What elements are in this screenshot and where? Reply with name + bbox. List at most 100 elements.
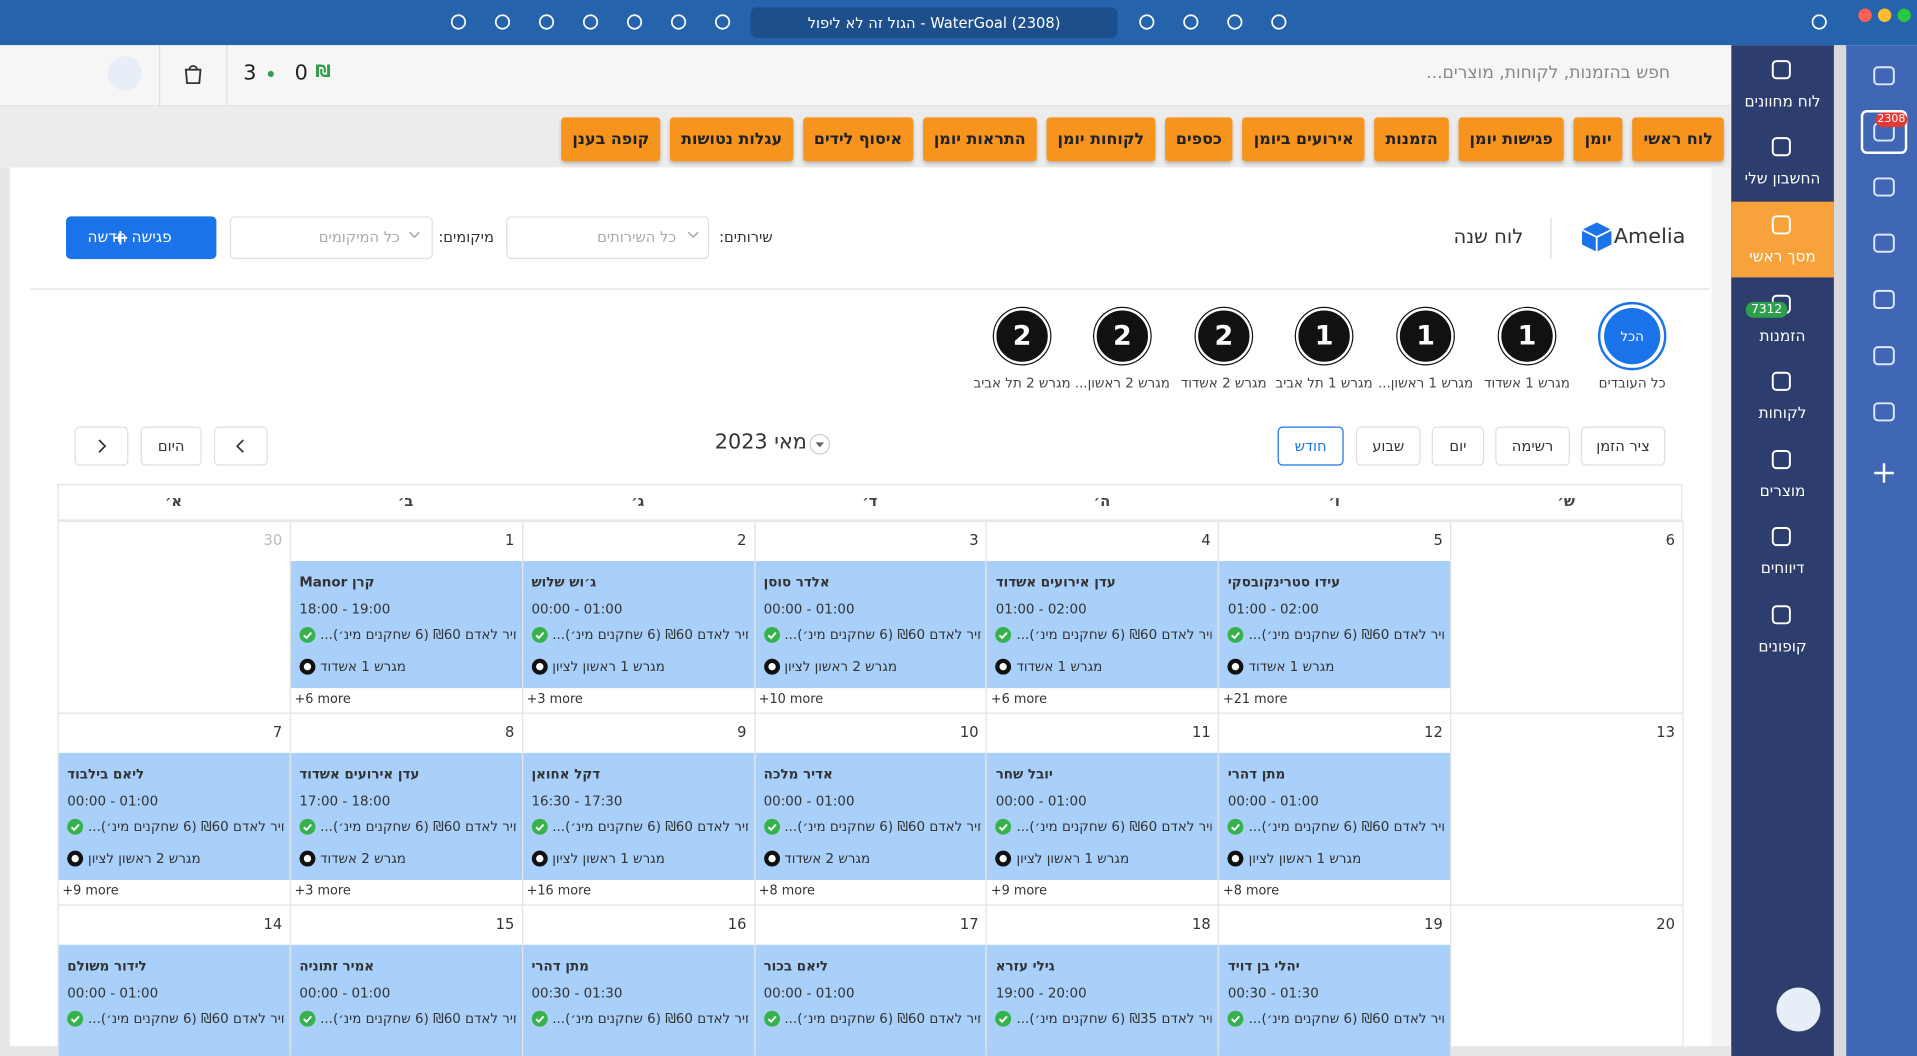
select[interactable]: כל המיקומים: [229, 216, 433, 260]
sidebar-item[interactable]: הזמנות: [1759, 326, 1806, 345]
nav-button[interactable]: איסוף לידים: [802, 117, 914, 162]
employee-avatar[interactable]: 1: [1295, 307, 1353, 365]
day-number: 8: [505, 723, 515, 741]
nav-button[interactable]: לקוחות יומן: [1046, 117, 1156, 162]
search-input[interactable]: חפש בהזמנות, לקוחות, מוצרים...: [1426, 63, 1671, 84]
employee-avatar[interactable]: 2: [1195, 307, 1252, 365]
event[interactable]: גילי עזרא 19:00 - 20:00 ...חיר לאדם ₪35 (6…: [987, 944, 1219, 1056]
scrollbar: [0, 167, 10, 1056]
event[interactable]: ג׳וש שלוש 00:00 - 01:00 ...חיר לאדם ₪60 (6…: [522, 560, 754, 689]
location-icon: [995, 658, 1012, 675]
employee-avatar[interactable]: 2: [993, 307, 1051, 365]
location-icon: [763, 658, 780, 675]
more-link[interactable]: +8 more: [1222, 883, 1280, 899]
more-link[interactable]: +6 more: [990, 691, 1048, 707]
event-name: קרן Manor: [299, 574, 375, 591]
more-link[interactable]: +8 more: [758, 883, 815, 899]
next-button[interactable]: [74, 426, 129, 466]
prev-button[interactable]: [213, 426, 268, 466]
employee-name: מגרש 2 אשדוד: [1180, 375, 1267, 392]
event-time: 00:00 - 01:00: [1227, 793, 1319, 810]
more-link[interactable]: +21 more: [1222, 691, 1288, 707]
more-link[interactable]: +3 more: [294, 883, 351, 899]
weekday: ב׳: [397, 492, 414, 510]
sidebar-item[interactable]: מסך ראשי: [1749, 246, 1816, 266]
status-dot: [267, 70, 274, 77]
view-button[interactable]: שבוע: [1355, 426, 1421, 466]
nav-button[interactable]: כספים: [1164, 117, 1233, 162]
location-icon: [763, 850, 780, 867]
day-number: 14: [263, 915, 283, 933]
event[interactable]: ליאם בילבוד 00:00 - 01:00 ...חיר לאדם ₪60 …: [58, 752, 290, 880]
sidebar-item[interactable]: לקוחות: [1758, 403, 1807, 422]
nav-button[interactable]: אירועים ביומן: [1242, 117, 1365, 162]
check-icon: [1227, 1010, 1244, 1027]
view-button[interactable]: חודש: [1277, 426, 1344, 466]
event[interactable]: אדיר מלכה 00:00 - 01:00 ...חיר לאדם ₪60 (6…: [755, 752, 986, 880]
event[interactable]: עידו סטרינקובסקי 01:00 - 02:00 ...חיר לאדם…: [1219, 560, 1451, 689]
new-button[interactable]: פגישה חדשה: [66, 216, 217, 260]
nav-button[interactable]: התראות יומן: [922, 117, 1037, 162]
nav-button[interactable]: לוח ראשי: [1632, 117, 1724, 162]
employee-avatar[interactable]: 1: [1397, 307, 1454, 365]
nav-button[interactable]: יומן: [1573, 117, 1623, 162]
nav-button[interactable]: פגישות יומן: [1458, 117, 1564, 162]
more-link[interactable]: +3 more: [526, 691, 583, 707]
employee-name: מגרש 2 תל אביב: [973, 375, 1071, 392]
more-link[interactable]: +9 more: [62, 883, 119, 899]
event[interactable]: אמיר זתוניה 00:00 - 01:00 ...חיר לאדם ₪60 …: [290, 944, 522, 1056]
employee-avatar[interactable]: 2: [1094, 307, 1151, 365]
day-number: 19: [1424, 915, 1443, 933]
sidebar-item[interactable]: החשבון שלי: [1744, 168, 1821, 187]
browser-icon: [626, 14, 643, 30]
location-icon: [67, 850, 84, 867]
more-link[interactable]: +16 more: [526, 883, 592, 899]
chevron: [235, 439, 244, 453]
event[interactable]: עדן אירועים אשדוד 01:00 - 02:00 ...חיר לאד…: [987, 560, 1219, 689]
view-button[interactable]: רשימה: [1495, 426, 1570, 466]
employee-avatar[interactable]: הכל: [1604, 307, 1661, 365]
sidebar-item[interactable]: קופונים: [1758, 636, 1807, 656]
nav-button[interactable]: הזמנות: [1374, 117, 1449, 162]
more-link[interactable]: +6 more: [294, 691, 351, 707]
sidebar-item[interactable]: דיווחים: [1760, 558, 1805, 577]
sidebar-icon: [1771, 527, 1791, 547]
nav-button[interactable]: עגלות נטושות: [670, 117, 794, 162]
event[interactable]: קרן Manor 18:00 - 19:00 ...חיר לאדם ₪60 (6…: [290, 560, 522, 689]
event[interactable]: יובל שחר 00:00 - 01:00 ...חיר לאדם ₪60 (6 …: [987, 752, 1219, 880]
window-control: [1877, 8, 1892, 22]
location-icon: [1227, 850, 1244, 867]
address-bar[interactable]: WaterGoal (2308) - הגול זה לא ליפול: [750, 7, 1118, 38]
month-dropdown[interactable]: [809, 433, 831, 455]
event[interactable]: מתן דהרי 00:00 - 01:00 ...חיר לאדם ₪60 (6 …: [1219, 752, 1451, 880]
view-button[interactable]: ציר הזמן: [1580, 426, 1666, 466]
event[interactable]: דקל אחואן 16:30 - 17:30 ...חיר לאדם ₪60 (6…: [522, 752, 754, 880]
event-time: 17:00 - 18:00: [299, 793, 391, 810]
select[interactable]: כל השירותים: [506, 216, 710, 260]
event-service: ...חיר לאדם ₪60 (6 שחקנים מינ׳): [784, 1010, 980, 1027]
nav-button[interactable]: קופה בענן: [561, 117, 661, 162]
sidebar-item[interactable]: לוח מחוונים: [1744, 91, 1821, 110]
event-name: עדן אירועים אשדוד: [299, 766, 420, 783]
employee-avatar[interactable]: 1: [1498, 307, 1556, 365]
check-icon: [995, 818, 1012, 835]
sidebar-item[interactable]: מוצרים: [1759, 481, 1806, 500]
check-icon: [299, 818, 316, 835]
event[interactable]: יהלי בן דויד 00:30 - 01:30 ...חיר לאדם ₪60…: [1219, 944, 1451, 1056]
calendar-header: [57, 483, 1683, 521]
sidebar-active: [1731, 201, 1834, 278]
more-link[interactable]: +9 more: [990, 883, 1048, 899]
browser-icon: [538, 14, 555, 30]
event[interactable]: ליאם בכור 00:00 - 01:00 ...חיר לאדם ₪60 (6…: [755, 944, 986, 1056]
today-button[interactable]: היום: [140, 426, 202, 466]
app-icon: [1873, 177, 1895, 197]
event[interactable]: עדן אירועים אשדוד 17:00 - 18:00 ...חיר לאד…: [290, 752, 522, 880]
check-icon: [1227, 818, 1244, 835]
event-service: ...חיר לאדם ₪60 (6 שחקנים מינ׳): [552, 626, 748, 643]
event[interactable]: לידור משולם 00:00 - 01:00 ...חיר לאדם ₪60 …: [58, 944, 290, 1056]
app-strip: [1846, 45, 1917, 1056]
event[interactable]: אלדר סוסן 00:00 - 01:00 ...חיר לאדם ₪60 (6…: [755, 560, 986, 689]
view-button[interactable]: יום: [1431, 426, 1485, 466]
more-link[interactable]: +10 more: [758, 691, 824, 707]
event[interactable]: מתן דהרי 00:30 - 01:30 ...חיר לאדם ₪60 (6 …: [522, 944, 754, 1056]
